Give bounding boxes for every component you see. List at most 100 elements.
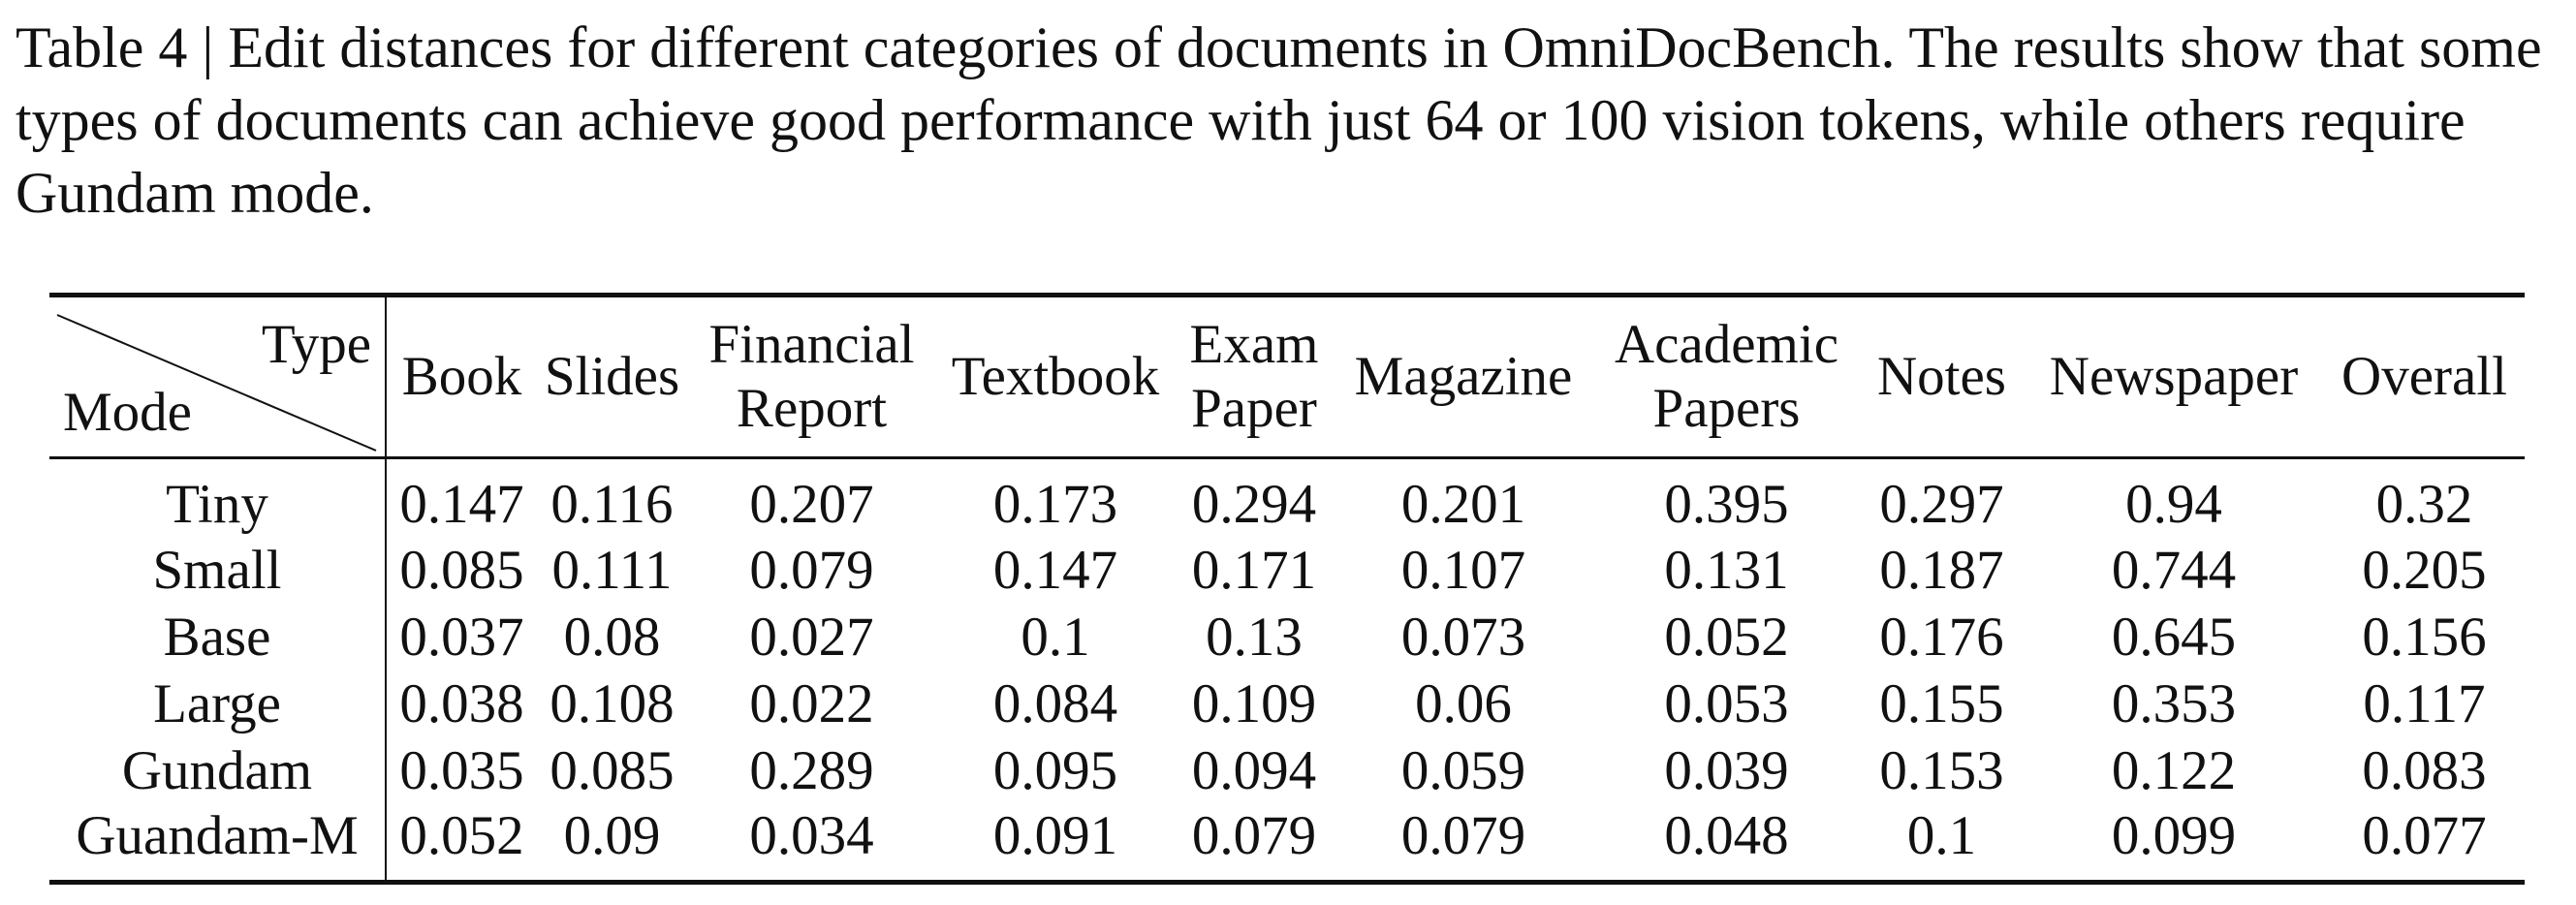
cell: 0.13 — [1206, 606, 1303, 668]
cell: 0.744 — [2111, 539, 2237, 601]
column-header: Notes — [1860, 296, 2024, 458]
cell: 0.108 — [550, 672, 675, 734]
table-row: Gundam 0.035 0.085 0.289 0.095 0.094 0.059 0.03… — [49, 737, 2525, 804]
column-header: Book — [386, 296, 537, 458]
cell: 0.077 — [2362, 805, 2487, 866]
column-header: Slides — [537, 296, 687, 458]
column-header-line: Magazine — [1354, 346, 1573, 407]
cell: 0.153 — [1879, 739, 2004, 801]
table-row: Base 0.037 0.08 0.027 0.1 0.13 0.073 0.052 0.176… — [49, 604, 2525, 671]
cell: 0.201 — [1400, 474, 1526, 535]
corner-cell: Type Mode — [49, 295, 387, 458]
table-row: Guandam-M 0.052 0.09 0.034 0.091 0.079 0.079 0.… — [49, 804, 2525, 883]
cell: 0.079 — [749, 539, 874, 601]
cell: 0.073 — [1400, 606, 1526, 668]
cell: 0.085 — [550, 739, 675, 801]
cell: 0.039 — [1664, 739, 1789, 801]
corner-column-label: Type — [261, 314, 371, 375]
cell: 0.048 — [1664, 805, 1789, 866]
cell: 0.645 — [2111, 606, 2237, 668]
cell: 0.1 — [1021, 606, 1090, 668]
cell: 0.116 — [550, 474, 674, 535]
cell: 0.052 — [1664, 606, 1789, 668]
column-header-line: Newspaper — [2049, 346, 2299, 407]
row-label: Guandam-M — [49, 804, 387, 883]
column-header: Textbook — [936, 296, 1175, 458]
cell: 0.095 — [992, 739, 1118, 801]
cell: 0.053 — [1664, 672, 1789, 734]
cell: 0.052 — [399, 805, 524, 866]
column-header: Exam Paper — [1175, 296, 1334, 458]
cell: 0.079 — [1400, 805, 1526, 866]
cell: 0.1 — [1906, 805, 1977, 866]
corner-row-label: Mode — [63, 382, 192, 443]
cell: 0.084 — [992, 672, 1118, 734]
cell: 0.08 — [563, 606, 661, 668]
cell: 0.147 — [399, 474, 524, 535]
table: Type Mode Book Slides Financial Report Textb… — [49, 293, 2525, 885]
column-header: Newspaper — [2024, 296, 2324, 458]
column-header-line: Notes — [1877, 346, 2006, 407]
row-label: Base — [49, 604, 387, 671]
cell: 0.353 — [2111, 672, 2237, 734]
cell: 0.099 — [2111, 805, 2237, 866]
header-row: Type Mode Book Slides Financial Report Textb… — [49, 295, 2525, 458]
cell: 0.294 — [1191, 474, 1317, 535]
cell: 0.32 — [2375, 474, 2473, 535]
column-header: Financial Report — [687, 296, 936, 458]
cell: 0.085 — [399, 539, 524, 601]
column-header-line: Overall — [2341, 346, 2507, 407]
cell: 0.171 — [1191, 539, 1317, 601]
row-label: Small — [49, 537, 387, 604]
cell: 0.022 — [749, 672, 874, 734]
cell: 0.111 — [551, 539, 673, 601]
table-row: Tiny 0.147 0.116 0.207 0.173 0.294 0.201 0.395 0… — [49, 457, 2525, 537]
cell: 0.131 — [1664, 539, 1789, 601]
row-label: Large — [49, 671, 387, 737]
cell: 0.205 — [2362, 539, 2487, 601]
cell: 0.059 — [1400, 739, 1526, 801]
column-header-line: Book — [401, 346, 522, 407]
cell: 0.037 — [399, 606, 524, 668]
cell: 0.94 — [2125, 474, 2222, 535]
cell: 0.06 — [1415, 672, 1512, 734]
column-header-line: Report — [736, 378, 888, 439]
cell: 0.156 — [2362, 606, 2487, 668]
cell: 0.038 — [399, 672, 524, 734]
row-label: Tiny — [49, 457, 387, 537]
cell: 0.09 — [563, 805, 661, 866]
cell: 0.094 — [1191, 739, 1317, 801]
cell: 0.207 — [749, 474, 874, 535]
cell: 0.027 — [749, 606, 874, 668]
cell: 0.107 — [1400, 539, 1526, 601]
column-header-line: Exam — [1189, 314, 1319, 375]
cell: 0.117 — [2363, 672, 2486, 734]
row-label: Gundam — [49, 737, 387, 804]
column-header-line: Textbook — [951, 346, 1160, 407]
table-row: Small 0.085 0.111 0.079 0.147 0.171 0.107 0.131… — [49, 537, 2525, 604]
cell: 0.147 — [992, 539, 1118, 601]
cell: 0.173 — [992, 474, 1118, 535]
cell: 0.155 — [1879, 672, 2004, 734]
column-header-line: Academic — [1614, 314, 1839, 375]
column-header-line: Financial — [708, 314, 915, 375]
table-row: Large 0.038 0.108 0.022 0.084 0.109 0.06 0.053 0… — [49, 671, 2525, 737]
cell: 0.109 — [1191, 672, 1317, 734]
cell: 0.289 — [749, 739, 874, 801]
column-header-line: Papers — [1652, 378, 1801, 439]
cell: 0.122 — [2111, 739, 2237, 801]
column-header-line: Slides — [544, 346, 680, 407]
cell: 0.034 — [749, 805, 874, 866]
caption: Table 4 | Edit distances for different c… — [16, 16, 2542, 225]
diagonal — [56, 314, 377, 452]
cell: 0.091 — [992, 805, 1118, 866]
cell: 0.297 — [1879, 474, 2004, 535]
cell: 0.187 — [1879, 539, 2004, 601]
cell: 0.035 — [399, 739, 524, 801]
cell: 0.395 — [1664, 474, 1789, 535]
cell: 0.083 — [2362, 739, 2487, 801]
column-header: Overall — [2324, 296, 2525, 458]
cell: 0.079 — [1191, 805, 1317, 866]
column-header: Academic Papers — [1593, 296, 1860, 458]
